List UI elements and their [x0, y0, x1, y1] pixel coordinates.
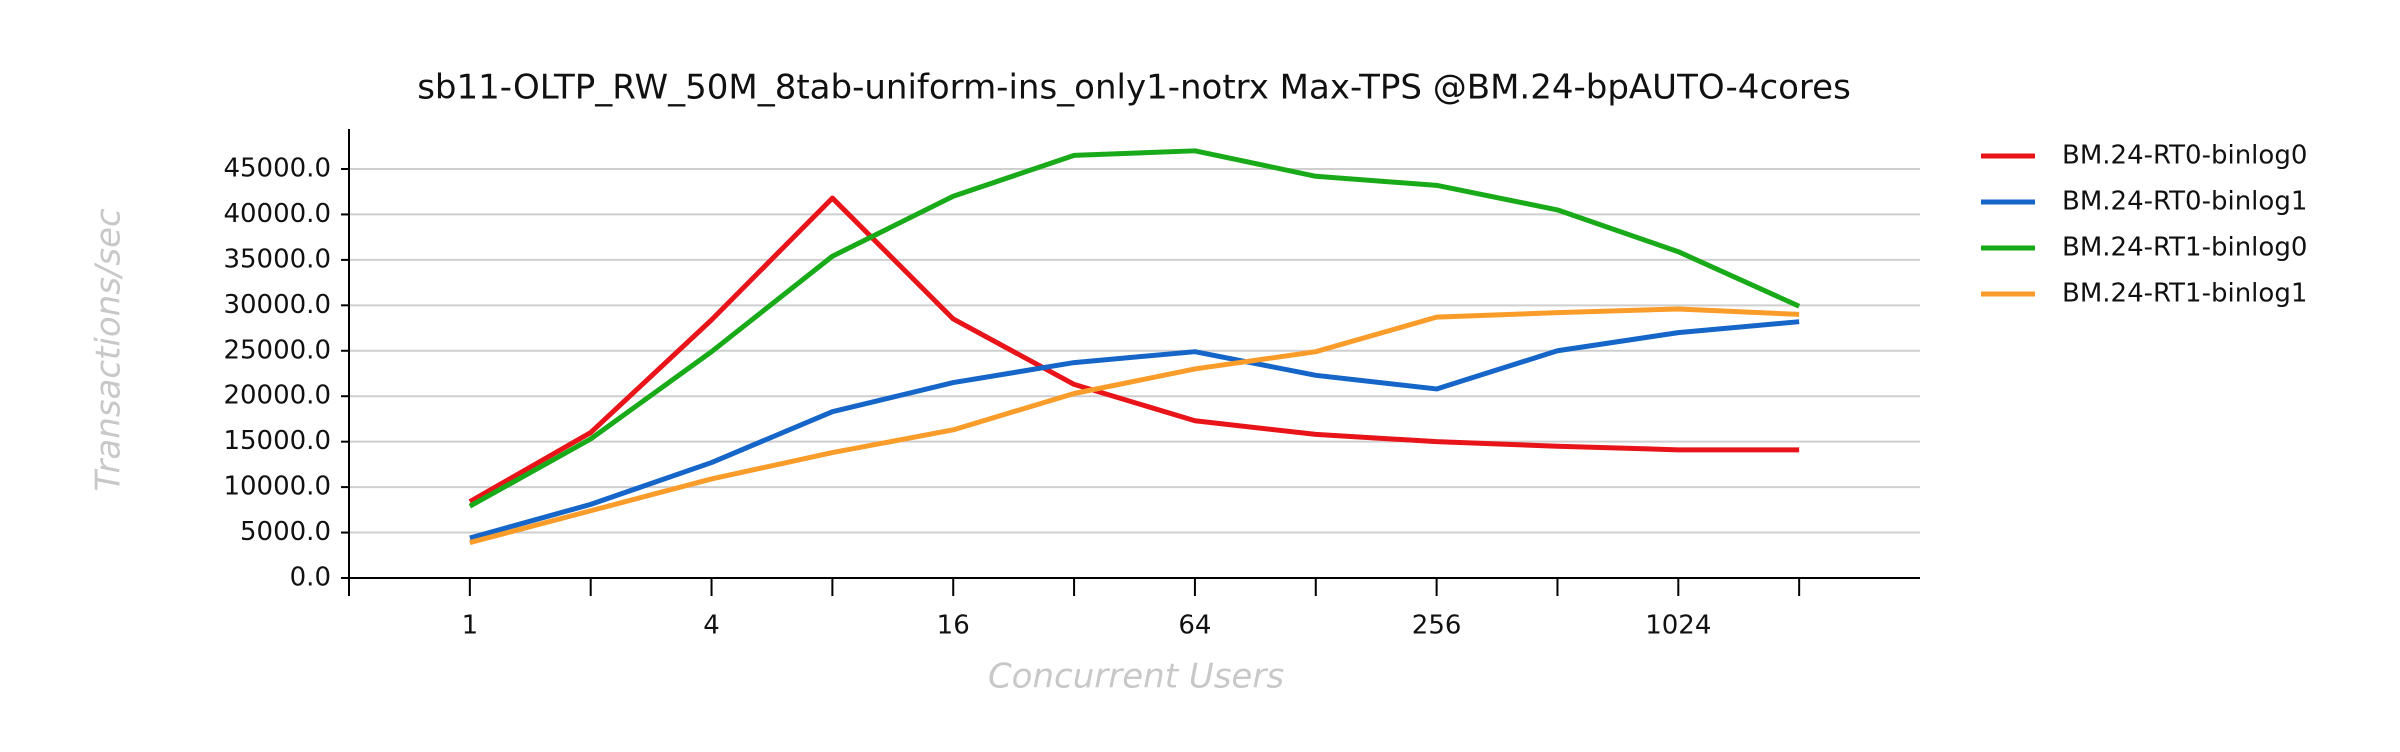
y-axis-label: Transactions/sec [89, 208, 129, 492]
line-series [468, 148, 1801, 509]
y-tick-label: 45000.0 [223, 153, 331, 183]
legend-label: BM.24-RT1-binlog0 [2062, 233, 2307, 263]
line-series [469, 319, 1800, 541]
x-tick-label: 256 [1412, 611, 1462, 641]
x-tick-label: 64 [1178, 611, 1211, 641]
x-tick-label: 1024 [1645, 611, 1711, 641]
y-tick-label: 10000.0 [223, 472, 331, 502]
x-tick-label: 1 [462, 611, 479, 641]
x-axis-label: Concurrent Users [988, 657, 1284, 697]
x-tick-label: 4 [703, 611, 720, 641]
legend-label: BM.24-RT0-binlog0 [2062, 141, 2307, 171]
y-tick-label: 0.0 [290, 563, 331, 593]
y-tick-label: 15000.0 [223, 426, 331, 456]
x-tick-label: 16 [937, 611, 970, 641]
legend-label: BM.24-RT0-binlog1 [2062, 187, 2307, 217]
y-tick-label: 30000.0 [223, 290, 331, 320]
line-series [468, 195, 1800, 504]
y-tick-label: 20000.0 [223, 381, 331, 411]
y-tick-label: 5000.0 [240, 517, 331, 547]
y-tick-label: 35000.0 [223, 244, 331, 274]
line-series [469, 306, 1800, 545]
legend-label: BM.24-RT1-binlog1 [2062, 279, 2307, 309]
y-tick-label: 40000.0 [223, 199, 331, 229]
y-tick-label: 25000.0 [223, 335, 331, 365]
chart-title: sb11-OLTP_RW_50M_8tab-uniform-ins_only1-… [417, 68, 1851, 108]
